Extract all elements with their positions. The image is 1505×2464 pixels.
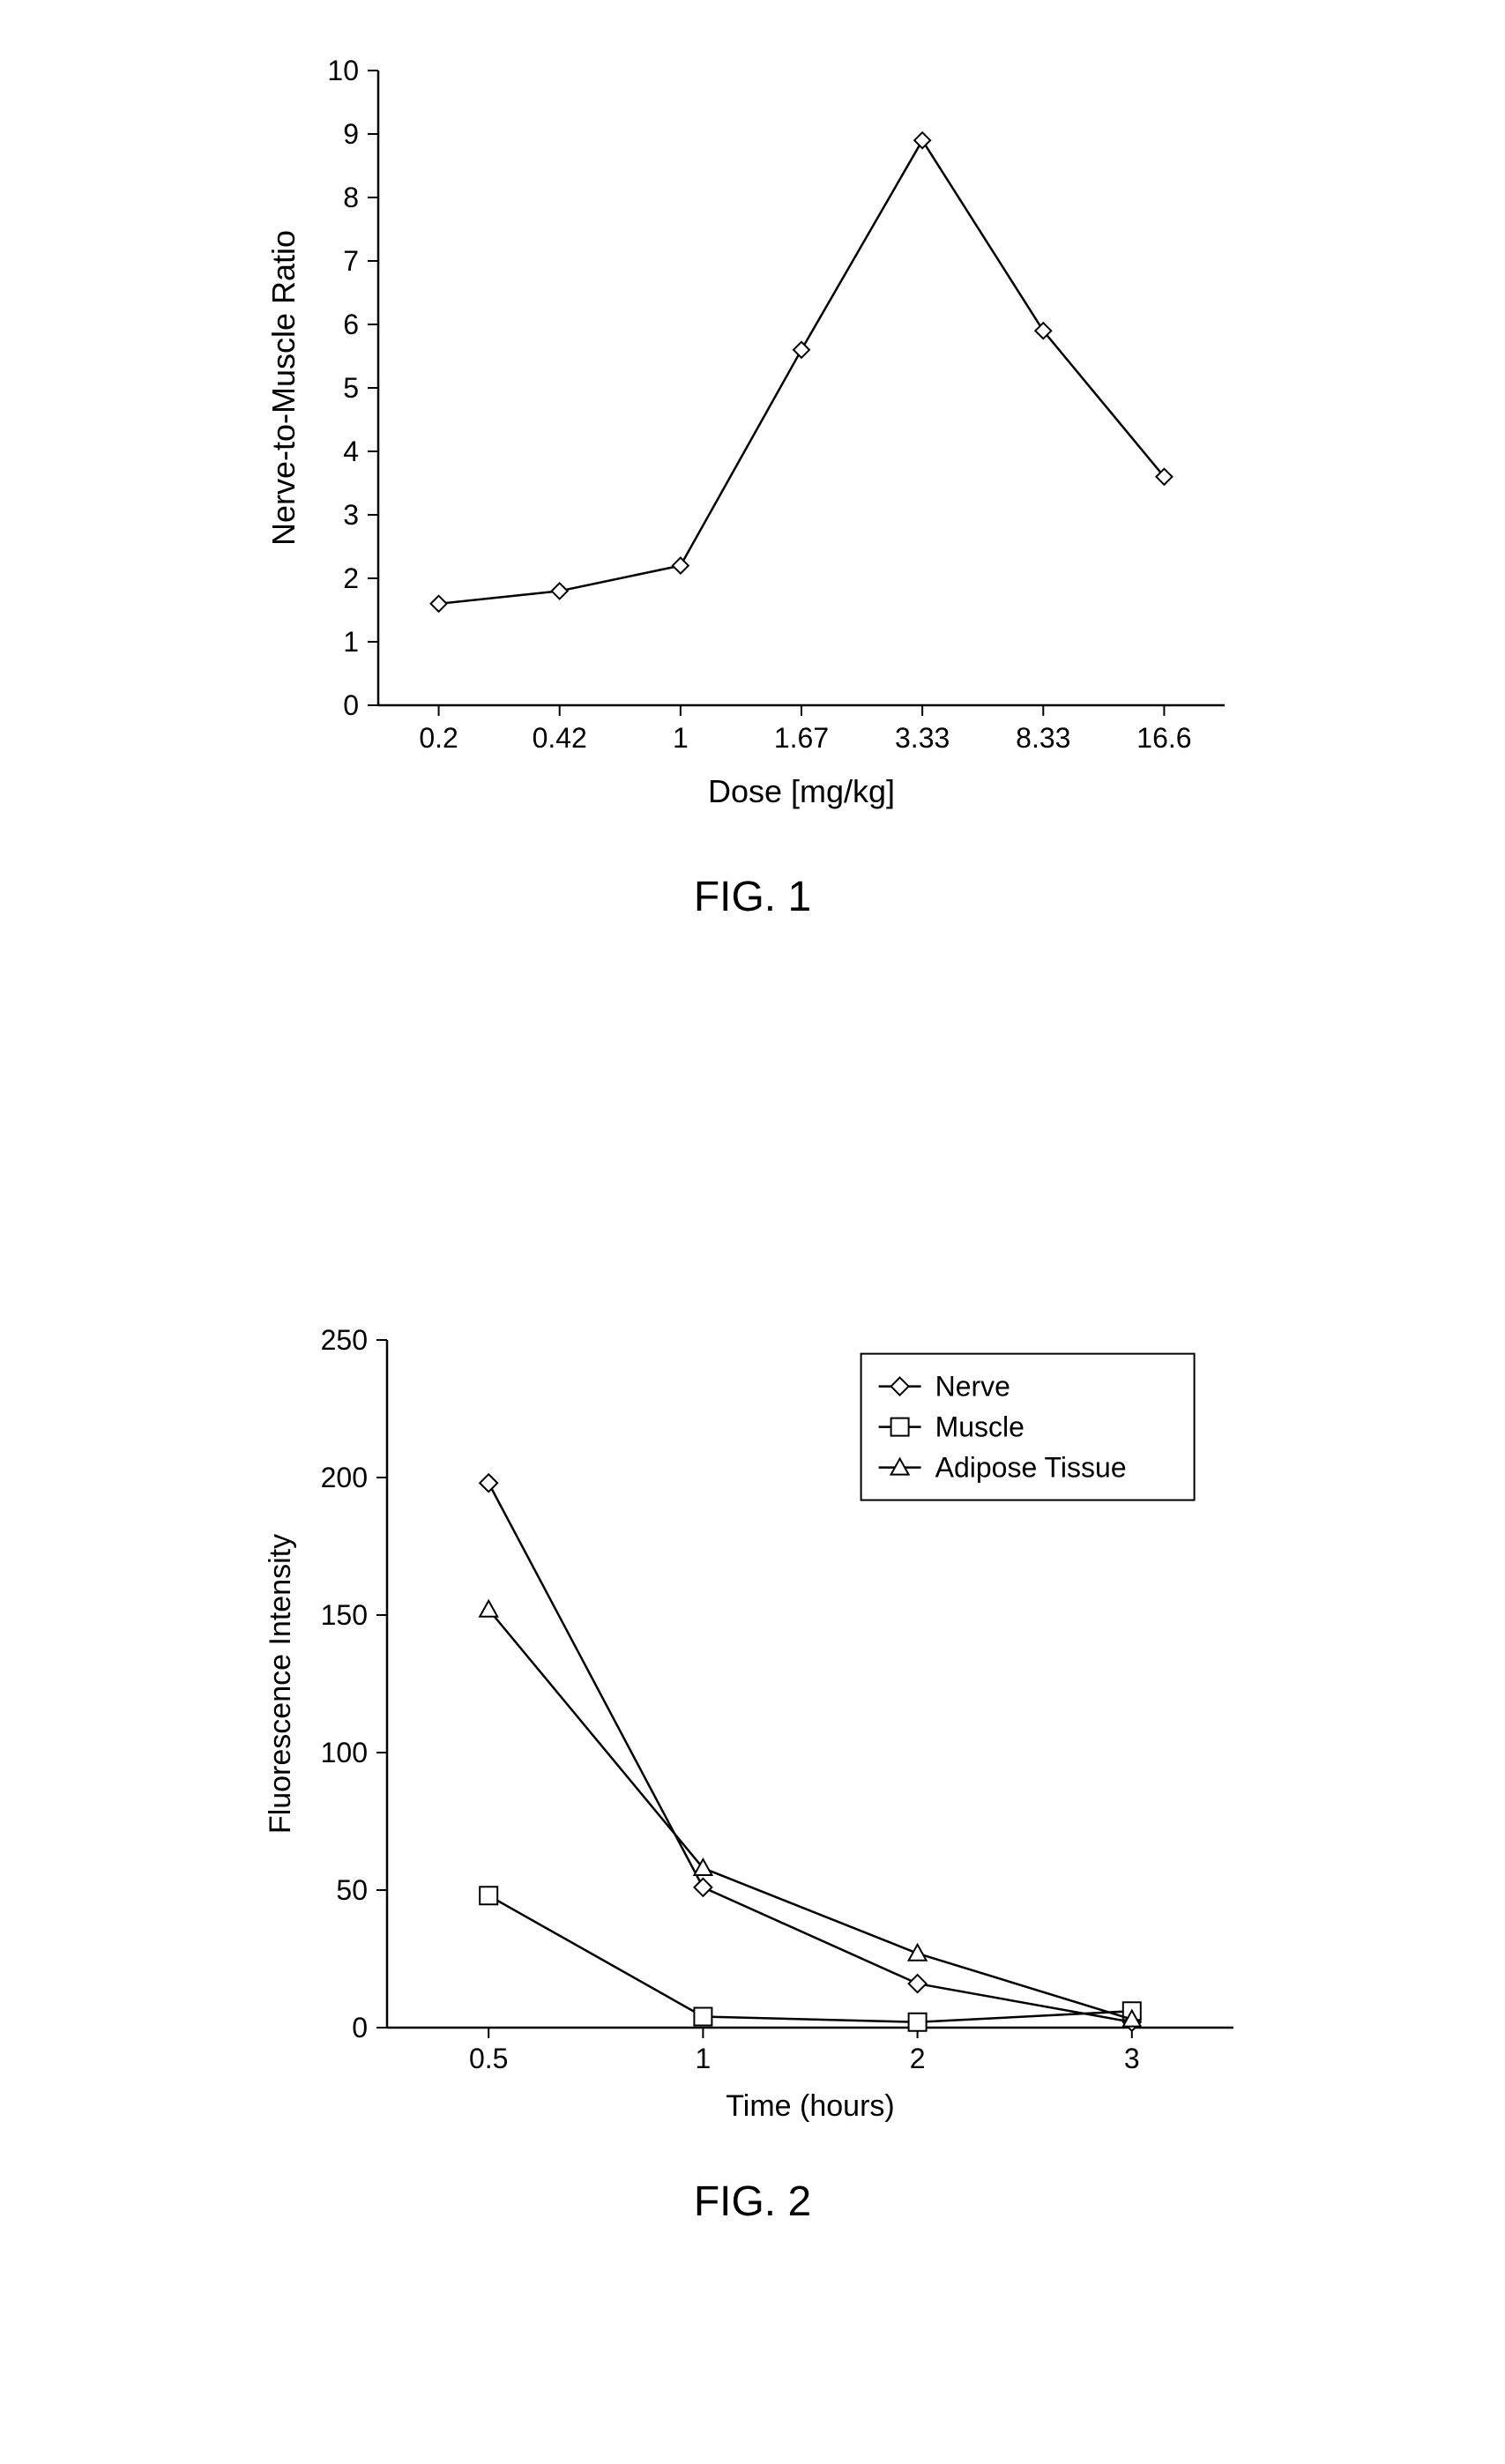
svg-text:1: 1: [695, 2043, 711, 2074]
svg-text:Dose [mg/kg]: Dose [mg/kg]: [707, 773, 894, 809]
svg-text:50: 50: [336, 1874, 368, 1906]
svg-text:Nerve: Nerve: [935, 1371, 1010, 1403]
svg-text:16.6: 16.6: [1136, 722, 1191, 754]
svg-text:5: 5: [343, 372, 359, 404]
svg-text:0.42: 0.42: [532, 722, 586, 754]
svg-text:6: 6: [343, 309, 359, 340]
svg-text:9: 9: [343, 118, 359, 150]
svg-text:3.33: 3.33: [895, 722, 950, 754]
svg-text:4: 4: [343, 435, 359, 467]
figure-1-block: 0 1 2 3 4 5 6 7 8 9 10 0.2 0.42 1 1.67 3.33 8.33 16.6 Dose…: [246, 53, 1260, 921]
svg-text:Fluorescence Intensity: Fluorescence Intensity: [264, 1534, 297, 1834]
svg-text:Muscle: Muscle: [935, 1411, 1024, 1443]
page: 0123456789100.20.4211.673.338.3316.6Dose…: [0, 0, 1505, 2464]
svg-text:3: 3: [1123, 2043, 1139, 2074]
figure-1-caption: FIG. 1: [246, 873, 1260, 921]
svg-text:150: 150: [320, 1599, 367, 1631]
svg-text:0: 0: [343, 689, 359, 721]
svg-text:Nerve-to-Muscle Ratio: Nerve-to-Muscle Ratio: [265, 230, 302, 546]
figure-2-caption: FIG. 2: [237, 2177, 1269, 2226]
svg-text:0.5: 0.5: [468, 2043, 507, 2074]
svg-text:3: 3: [343, 499, 359, 531]
svg-text:100: 100: [320, 1737, 367, 1768]
svg-text:8.33: 8.33: [1016, 722, 1070, 754]
svg-text:10: 10: [327, 55, 359, 86]
svg-text:7: 7: [343, 245, 359, 277]
svg-text:200: 200: [320, 1462, 367, 1493]
svg-text:250: 250: [320, 1324, 367, 1356]
svg-text:1: 1: [343, 626, 359, 658]
figure-2-chart: 0 50 100 150 200 250 0.5 1 2 3 Time (hours) Fluores…: [237, 1322, 1269, 2142]
svg-text:2: 2: [909, 2043, 925, 2074]
svg-text:1.67: 1.67: [773, 722, 828, 754]
svg-text:0.2: 0.2: [419, 722, 458, 754]
svg-text:8: 8: [343, 182, 359, 213]
svg-text:Adipose Tissue: Adipose Tissue: [935, 1452, 1126, 1484]
figure-2-block: 0 50 100 150 200 250 0.5 1 2 3 Time (hours) Fluores…: [237, 1322, 1269, 2226]
figure-1-chart: 0 1 2 3 4 5 6 7 8 9 10 0.2 0.42 1 1.67 3.33 8.33 16.6 Dose…: [246, 53, 1260, 837]
svg-text:2: 2: [343, 562, 359, 594]
svg-text:Time (hours): Time (hours): [726, 2089, 894, 2123]
svg-text:1: 1: [672, 722, 688, 754]
svg-text:0: 0: [352, 2012, 368, 2043]
